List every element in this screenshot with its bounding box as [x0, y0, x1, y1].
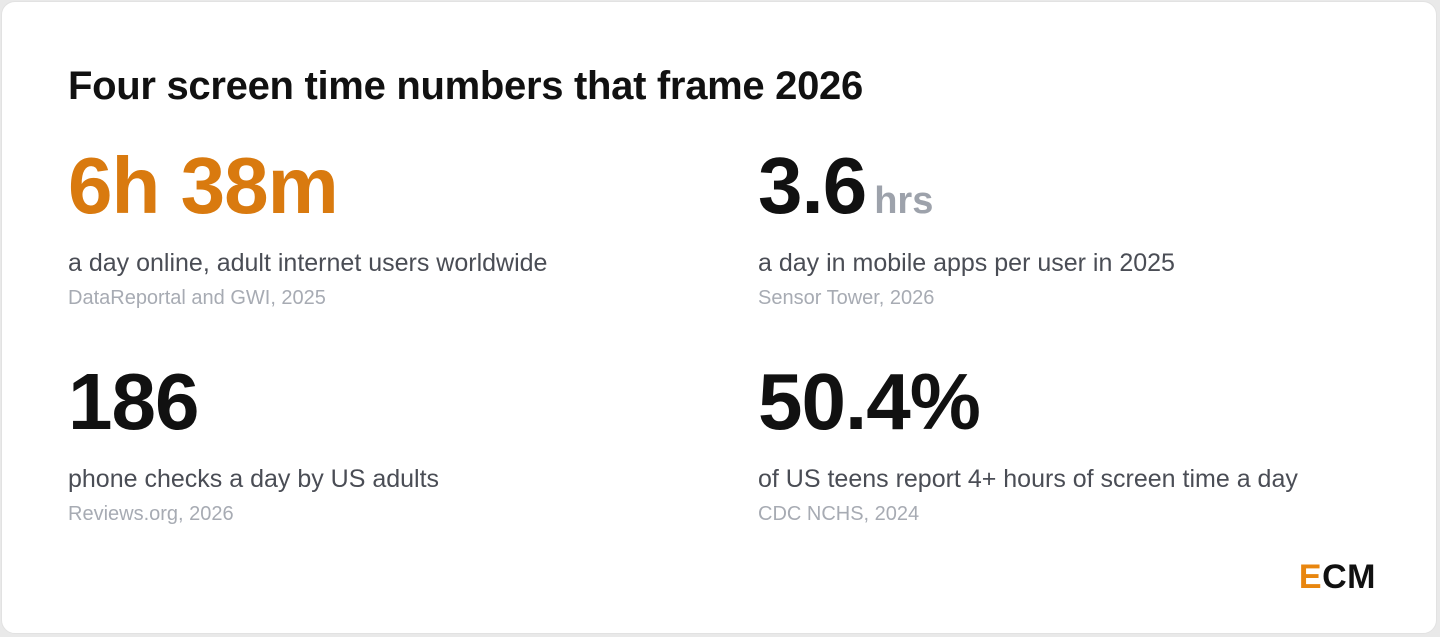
stat-source: DataReportal and GWI, 2025	[68, 287, 326, 309]
stat-block-teen-screen-time: 50.4% of US teens report 4+ hours of scr…	[758, 358, 1398, 527]
stat-value-row: 6h 38m	[68, 142, 708, 230]
stat-value: 6h 38m	[68, 141, 339, 230]
stat-value-row: 50.4%	[758, 358, 1398, 446]
stat-description: phone checks a day by US adults	[68, 465, 440, 493]
stat-value-row: 3.6 hrs	[758, 142, 1398, 230]
logo-letter-e: E	[1298, 558, 1323, 596]
stat-value: 3.6	[758, 141, 867, 230]
stat-block-phone-checks: 186 phone checks a day by US adults Revi…	[68, 358, 708, 527]
stat-block-online-time: 6h 38m a day online, adult internet user…	[68, 142, 708, 311]
stat-value: 186	[68, 357, 199, 446]
stat-value: 50.4%	[758, 357, 981, 446]
logo-letters-cm: CM	[1322, 558, 1376, 596]
card-title: Four screen time numbers that frame 2026	[68, 64, 863, 108]
stat-value-row: 186	[68, 358, 708, 446]
stat-block-mobile-apps: 3.6 hrs a day in mobile apps per user in …	[758, 142, 1398, 311]
ecm-logo: ECM	[1299, 557, 1376, 597]
stat-unit: hrs	[874, 180, 934, 222]
stat-description: a day online, adult internet users world…	[68, 249, 548, 277]
stat-source: Sensor Tower, 2026	[758, 287, 935, 309]
stat-source: Reviews.org, 2026	[68, 503, 234, 525]
stat-description: a day in mobile apps per user in 2025	[758, 249, 1175, 277]
stat-description: of US teens report 4+ hours of screen ti…	[758, 465, 1298, 493]
stat-source: CDC NCHS, 2024	[758, 503, 920, 525]
